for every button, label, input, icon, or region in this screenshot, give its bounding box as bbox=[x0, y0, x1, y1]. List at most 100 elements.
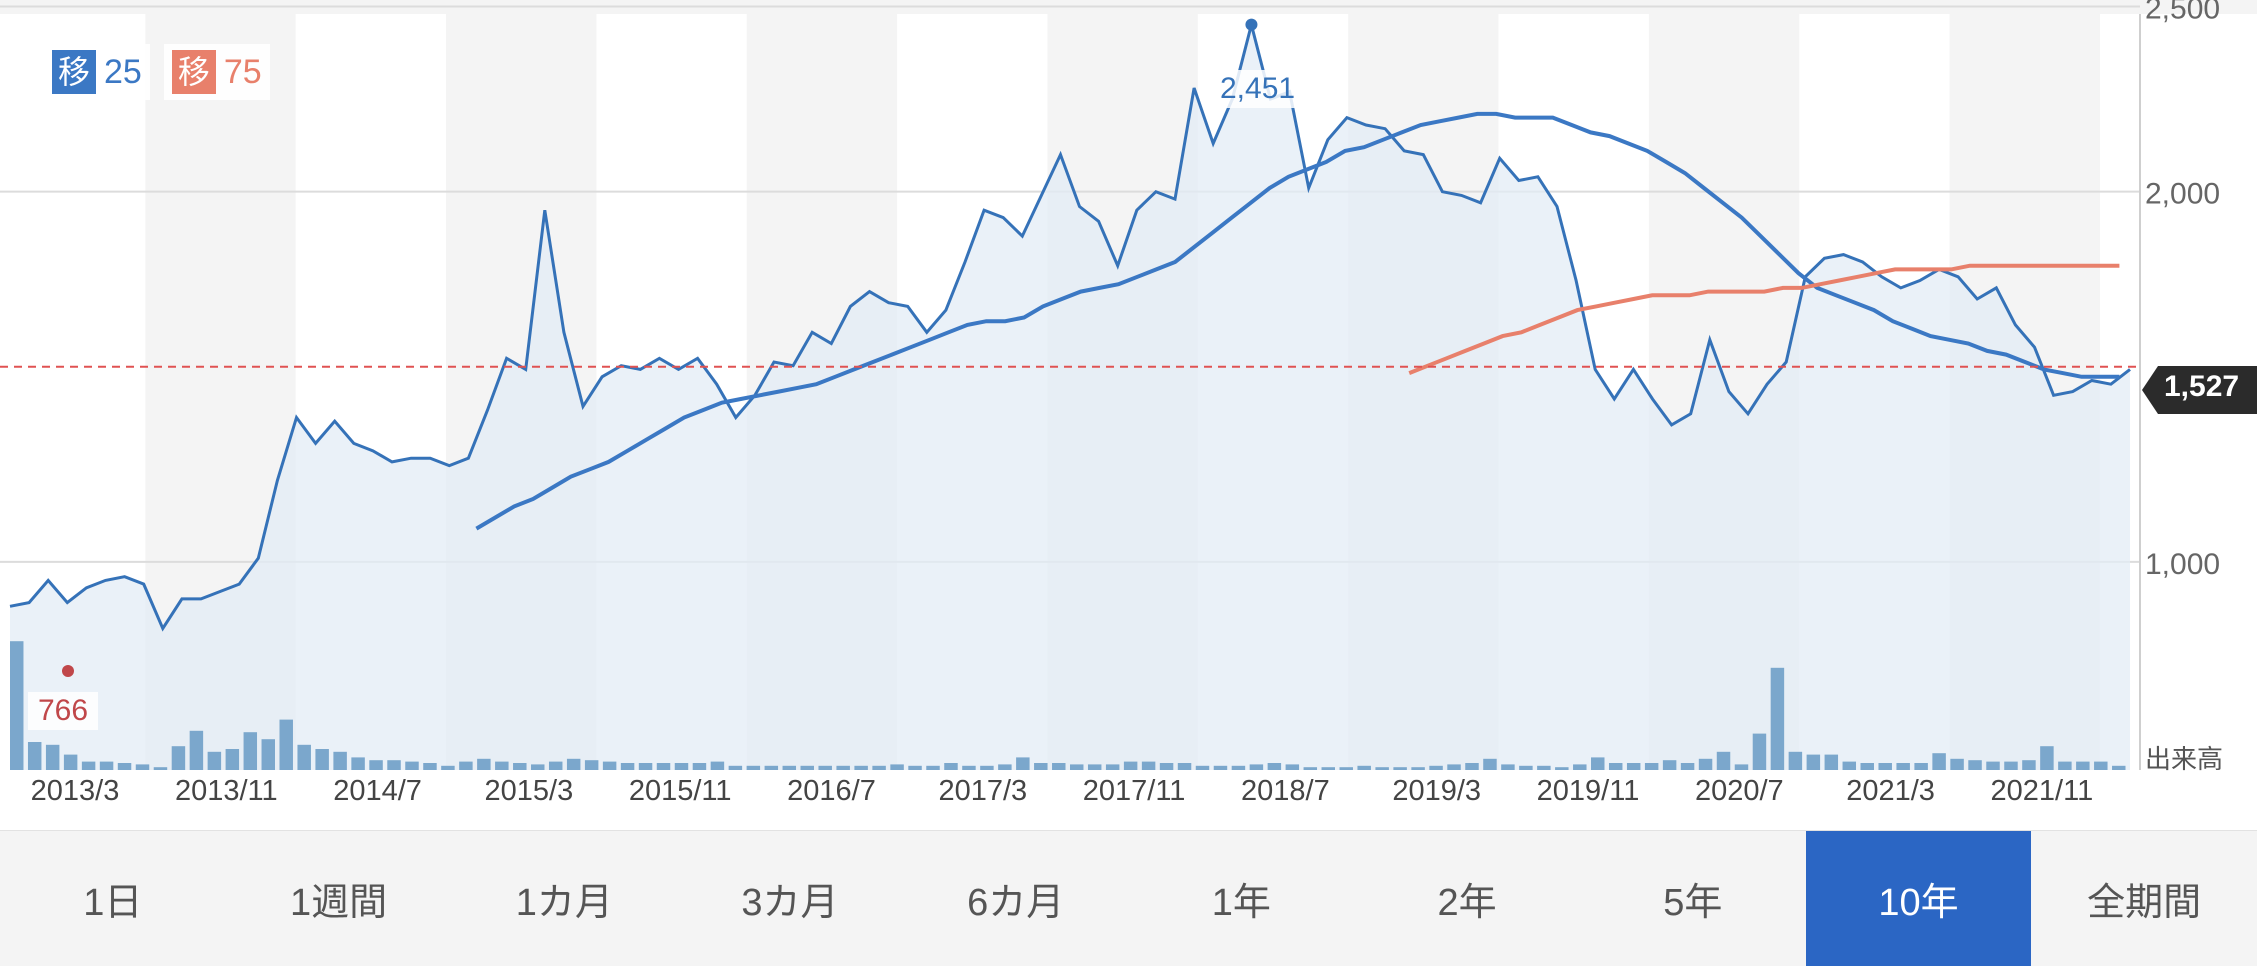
volume-bar bbox=[1698, 758, 1713, 770]
volume-bar bbox=[818, 765, 832, 770]
legend-ma25-badge: 移 bbox=[52, 50, 97, 94]
volume-bar bbox=[1501, 764, 1515, 770]
volume-bar bbox=[1770, 667, 1785, 770]
max-price-annotation: 2,451 bbox=[1210, 70, 1306, 108]
period-button-8[interactable]: 10年 bbox=[1805, 831, 2032, 966]
volume-bar bbox=[1752, 733, 1767, 770]
x-tick-label: 2021/11 bbox=[1991, 775, 2094, 807]
volume-bar bbox=[1626, 763, 1641, 770]
volume-bar bbox=[531, 764, 545, 770]
volume-bar bbox=[1303, 767, 1318, 770]
legend-ma25-value: 25 bbox=[104, 52, 142, 91]
volume-bar bbox=[2094, 761, 2108, 770]
volume-bar bbox=[1662, 760, 1677, 770]
volume-bar bbox=[2112, 765, 2126, 770]
volume-bar bbox=[315, 749, 329, 770]
period-button-0[interactable]: 1日 bbox=[83, 882, 143, 924]
volume-bar bbox=[297, 744, 311, 770]
volume-bar bbox=[513, 763, 527, 770]
price-line bbox=[9, 24, 2131, 632]
volume-bar bbox=[1052, 763, 1066, 770]
volume-bar bbox=[369, 760, 383, 770]
volume-bar bbox=[656, 763, 671, 770]
volume-bar bbox=[2022, 760, 2036, 770]
volume-bar bbox=[1141, 761, 1156, 770]
volume-bar bbox=[1860, 763, 1874, 770]
x-tick-label: 2021/3 bbox=[1846, 775, 1935, 807]
volume-bar bbox=[441, 765, 455, 770]
volume-bar bbox=[1195, 765, 1210, 770]
volume-bar bbox=[638, 763, 653, 770]
period-button-7[interactable]: 5年 bbox=[1663, 882, 1723, 924]
volume-bar bbox=[495, 761, 509, 770]
volume-bar bbox=[10, 641, 24, 770]
volume-bar bbox=[261, 739, 275, 770]
volume-bar bbox=[1267, 763, 1282, 770]
volume-bar bbox=[27, 742, 42, 770]
period-button-4[interactable]: 6カ月 bbox=[967, 882, 1065, 924]
volume-bar bbox=[171, 746, 186, 770]
volume-bar bbox=[1806, 754, 1821, 770]
volume-bar bbox=[45, 744, 60, 770]
volume-bar bbox=[2040, 746, 2054, 770]
volume-bar bbox=[836, 765, 850, 770]
volume-bar bbox=[1016, 757, 1030, 770]
volume-bar bbox=[2058, 761, 2072, 770]
volume-bar bbox=[1968, 760, 1982, 770]
volume-bar bbox=[1070, 764, 1084, 770]
volume-bar bbox=[1429, 765, 1443, 770]
volume-bar bbox=[405, 761, 419, 770]
volume-bar bbox=[1321, 767, 1335, 770]
price-area bbox=[10, 24, 2130, 770]
x-tick-label: 2019/3 bbox=[1392, 775, 1481, 807]
volume-bar bbox=[207, 751, 222, 770]
volume-bar bbox=[1842, 761, 1857, 770]
volume-bar bbox=[1034, 763, 1048, 770]
x-tick-label: 2015/3 bbox=[485, 775, 574, 807]
price-chart-svg[interactable]: 1,000 2,000 2,500 2013/3 2013/11 2014/7 2015/3… bbox=[0, 0, 2257, 830]
x-tick-label: 2017/11 bbox=[1083, 775, 1186, 807]
volume-bar bbox=[1644, 763, 1659, 770]
volume-bar bbox=[1734, 764, 1749, 770]
volume-bar bbox=[944, 763, 958, 770]
volume-bar bbox=[746, 765, 761, 770]
legend-ma75-badge: 移 bbox=[171, 50, 216, 94]
volume-bar bbox=[926, 765, 940, 770]
volume-bar bbox=[1249, 764, 1264, 770]
y-tick-label: 2,500 bbox=[2145, 0, 2220, 26]
volume-bar bbox=[1555, 767, 1569, 770]
period-button-2[interactable]: 1カ月 bbox=[515, 882, 613, 924]
volume-bar bbox=[1087, 764, 1102, 770]
volume-bar bbox=[477, 758, 491, 770]
volume-bar bbox=[1896, 763, 1910, 770]
period-button-1[interactable]: 1週間 bbox=[289, 882, 388, 924]
period-button-6[interactable]: 2年 bbox=[1437, 882, 1497, 924]
x-tick-label: 2013/3 bbox=[31, 775, 120, 807]
period-button-3[interactable]: 3カ月 bbox=[741, 882, 839, 924]
volume-bar bbox=[1285, 764, 1300, 770]
x-tick-label: 2018/7 bbox=[1241, 775, 1330, 807]
volume-bar bbox=[1932, 753, 1946, 770]
x-tick-label: 2013/11 bbox=[175, 775, 278, 807]
volume-bar bbox=[1213, 765, 1228, 770]
volume-bar bbox=[1573, 764, 1587, 770]
volume-bar bbox=[1914, 763, 1928, 770]
volume-bar bbox=[1447, 764, 1461, 770]
x-tick-label: 2020/7 bbox=[1695, 775, 1784, 807]
volume-bar bbox=[333, 751, 347, 770]
volume-bar bbox=[2076, 761, 2090, 770]
volume-bar bbox=[1878, 763, 1892, 770]
volume-bar bbox=[566, 758, 581, 770]
x-tick-label: 2015/11 bbox=[629, 775, 732, 807]
volume-bar bbox=[584, 760, 599, 770]
volume-bar bbox=[351, 757, 365, 770]
stock-chart[interactable]: 1,000 2,000 2,500 2013/3 2013/11 2014/7 2015/3… bbox=[0, 0, 2257, 830]
volume-bar bbox=[908, 765, 922, 770]
volume-bar bbox=[602, 761, 617, 770]
x-tick-label: 2019/11 bbox=[1537, 775, 1640, 807]
x-tick-label: 2016/7 bbox=[787, 775, 876, 807]
period-button-9[interactable]: 全期間 bbox=[2087, 882, 2202, 924]
current-price-tag: 1,527 bbox=[2142, 366, 2257, 414]
volume-bar bbox=[189, 730, 204, 770]
period-button-5[interactable]: 1年 bbox=[1211, 882, 1271, 924]
